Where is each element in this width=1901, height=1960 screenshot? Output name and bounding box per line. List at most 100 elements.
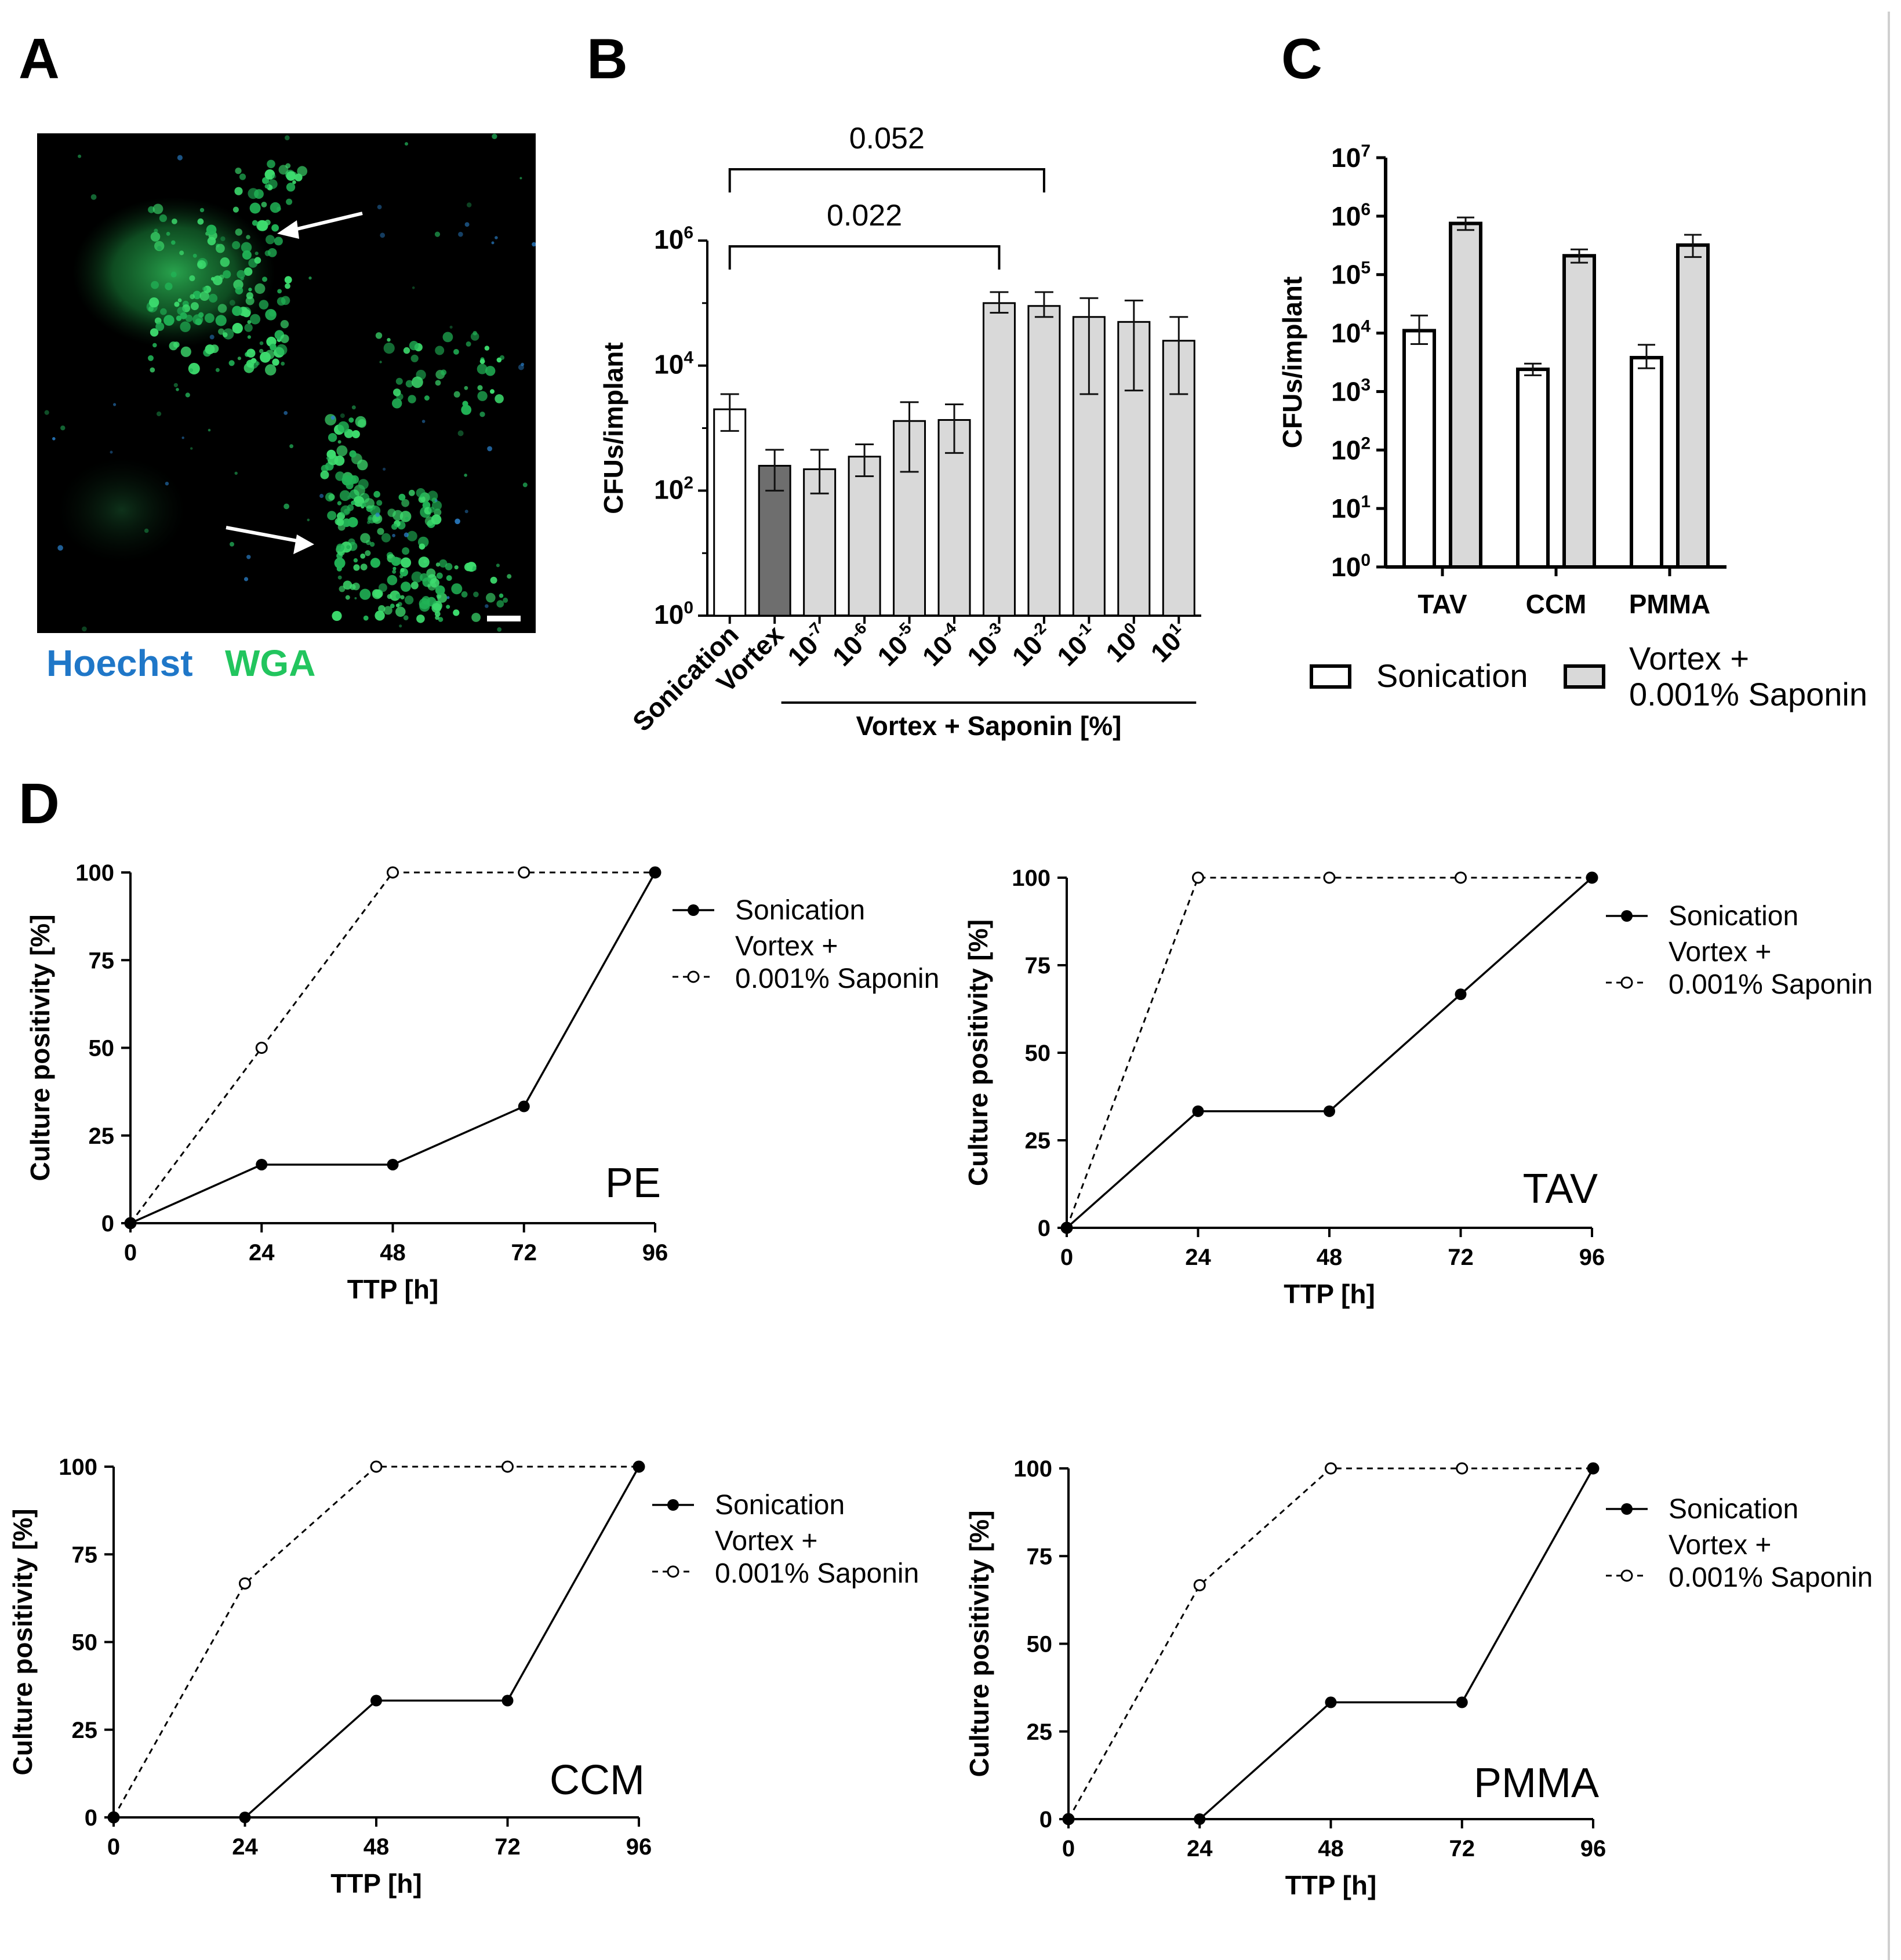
cell-dot <box>387 594 392 599</box>
background-dot <box>165 482 169 486</box>
legend-marker <box>1621 910 1633 922</box>
data-point <box>387 1158 399 1170</box>
cell-dot <box>254 257 261 264</box>
cell-dot <box>190 294 195 300</box>
background-dot <box>234 471 238 475</box>
y-tick-label: 100 <box>1013 1456 1052 1482</box>
group-label: Vortex + Saponin [%] <box>856 711 1121 741</box>
cell-dot <box>264 169 275 180</box>
cell-dot <box>218 328 225 335</box>
legend-swatch <box>1310 664 1351 689</box>
cell-dot <box>353 564 360 571</box>
cell-dot <box>267 159 275 169</box>
background-dot <box>495 236 498 239</box>
y-axis-label: Culture positivity [%] <box>25 914 55 1181</box>
cell-dot <box>401 581 411 592</box>
cell-dot <box>237 270 246 279</box>
data-point <box>239 1577 251 1590</box>
cell-dot <box>434 611 441 617</box>
legend-marker <box>667 1565 679 1578</box>
background-dot <box>347 495 352 500</box>
cell-dot <box>416 488 426 498</box>
cell-dot <box>202 286 207 292</box>
y-tick-label: 104 <box>1331 317 1371 348</box>
cell-dot <box>265 350 275 359</box>
cell-dot <box>271 224 279 232</box>
cell-dot <box>163 315 175 326</box>
cell-dot <box>239 173 246 180</box>
x-tick-label: PMMA <box>1629 589 1711 619</box>
cell-dot <box>286 183 296 192</box>
cell-dot <box>208 293 218 303</box>
cell-dot <box>241 242 252 253</box>
background-dot <box>492 133 497 139</box>
x-tick-label: 0 <box>107 1834 120 1860</box>
background-dot <box>491 241 495 245</box>
cell-dot <box>325 414 337 426</box>
cell-dot <box>435 346 445 355</box>
cell-dot <box>419 598 430 609</box>
cell-dot <box>205 313 215 323</box>
y-tick-label: 50 <box>89 1036 115 1061</box>
data-point <box>1063 1813 1074 1825</box>
cell-dot <box>387 508 396 517</box>
data-point <box>1194 1813 1206 1825</box>
data-point <box>1456 1696 1468 1708</box>
cell-dot <box>197 262 203 267</box>
cell-dot <box>255 252 259 256</box>
cell-dot <box>274 237 283 246</box>
bar <box>982 302 1016 617</box>
cell-dot <box>372 514 383 524</box>
background-dot <box>44 410 49 415</box>
cell-dot <box>174 301 180 307</box>
cell-dot <box>477 391 488 401</box>
cell-dot <box>441 369 447 376</box>
cell-dot <box>439 559 448 568</box>
background-dot <box>326 457 329 460</box>
legend-label: Sonication <box>1376 657 1528 694</box>
y-tick-label: 25 <box>1025 1128 1051 1154</box>
background-dot <box>289 444 293 449</box>
cell-dot <box>148 355 154 361</box>
cell-dot <box>437 592 448 603</box>
plot-title: PE <box>605 1160 661 1206</box>
y-tick-label: 106 <box>1331 200 1371 231</box>
bar <box>1630 355 1663 569</box>
cell-dot <box>242 308 248 314</box>
x-tick-label: 72 <box>511 1240 537 1266</box>
cell-dot <box>490 389 495 394</box>
background-dot <box>60 426 66 431</box>
cell-dot <box>507 574 512 579</box>
data-point <box>1586 872 1598 883</box>
cell-dot <box>292 180 296 184</box>
panel-letter-b: B <box>587 27 628 90</box>
cell-dot <box>152 203 163 214</box>
data-point <box>1324 1105 1335 1117</box>
background-dot <box>437 586 441 589</box>
cell-dot <box>446 575 452 581</box>
background-dot <box>220 236 226 242</box>
background-dot <box>464 510 468 514</box>
legend-marker <box>1621 1503 1633 1515</box>
cell-dot <box>281 361 285 366</box>
legend-marker <box>688 904 699 916</box>
cell-dot <box>431 603 442 613</box>
bar <box>1027 305 1061 617</box>
cell-dot <box>438 617 444 622</box>
cell-dot <box>453 349 459 355</box>
cell-dot <box>286 171 296 181</box>
cell-dot <box>428 507 435 513</box>
x-tick-label: 96 <box>1579 1245 1605 1270</box>
cell-dot <box>245 296 255 306</box>
cell-dot <box>197 218 204 225</box>
arrow-icon <box>226 526 314 554</box>
legend-label: Vortex +0.001% Saponin <box>1669 937 1873 1000</box>
cell-dot <box>377 528 384 535</box>
y-tick-label: 25 <box>1027 1719 1053 1745</box>
cell-dot <box>453 391 460 398</box>
plot-title: CCM <box>550 1757 645 1803</box>
cell-dot <box>363 615 369 621</box>
y-tick-label: 0 <box>85 1805 97 1831</box>
cell-dot <box>173 341 180 348</box>
